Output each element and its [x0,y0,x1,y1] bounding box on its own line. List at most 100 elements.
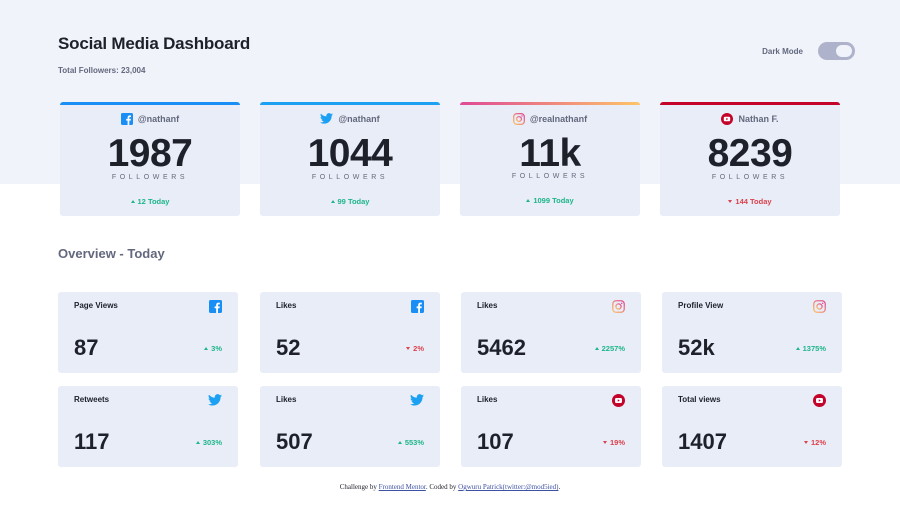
overview-card-value: 1407 [678,429,727,454]
attribution-footer: Challenge by Frontend Mentor. Coded by O… [0,483,900,491]
percent-text: 553% [404,438,424,447]
overview-card-total-views[interactable]: Total views 1407 12% [662,386,842,467]
overview-card-title: Likes [276,395,297,404]
card-accent-bar [60,102,240,105]
up-arrow-icon [330,200,335,203]
follower-cards: @nathanf 1987 FOLLOWERS 12 Today @nathan… [60,102,840,216]
toggle-knob [836,45,852,57]
dark-mode-label: Dark Mode [762,46,803,56]
down-arrow-icon [728,200,733,203]
overview-card-value: 5462 [477,335,526,360]
card-accent-bar [660,102,840,105]
card-handle-text: @nathanf [338,113,380,124]
page-title: Social Media Dashboard [58,34,251,53]
card-handle-text: @realnathanf [529,114,588,124]
percent-text: 3% [211,344,222,353]
followers-label: FOLLOWERS [711,174,789,181]
author-link[interactable]: Ogwuru Patrick(twitter:@mod5ied) [458,483,559,491]
overview-card-instagram-likes[interactable]: Likes 5462 2257% [461,292,641,373]
percent-text: 19% [609,438,625,447]
down-arrow-icon [602,441,607,444]
total-followers: Total Followers: 23,004 [58,66,146,75]
follower-count: 1987 [107,132,193,175]
footer-middle: . Coded by [425,483,459,491]
header: Social Media Dashboard Total Followers: … [58,34,855,78]
twitter-icon [320,113,334,124]
card-handle: Nathan F. [660,113,840,125]
card-handle: @realnathanf [460,113,640,125]
facebook-icon [209,300,222,313]
overview-card-percent: 1375% [795,344,826,353]
down-arrow-icon [406,347,411,350]
card-accent-bar [260,102,440,105]
up-arrow-icon [594,347,599,350]
card-handle: @nathanf [60,113,240,125]
overview-card-retweets[interactable]: Retweets 117 303% [58,386,238,467]
up-arrow-icon [195,441,200,444]
up-arrow-icon [526,199,531,202]
percent-text: 1375% [802,344,826,353]
percent-text: 2% [413,344,424,353]
up-arrow-icon [397,441,402,444]
overview-card-value: 52 [276,335,301,360]
card-facebook[interactable]: @nathanf 1987 FOLLOWERS 12 Today [60,102,240,216]
today-change-text: 12 Today [137,197,170,206]
instagram-icon [813,300,826,313]
footer-suffix: . [558,483,561,491]
frontend-mentor-link[interactable]: Frontend Mentor [378,483,426,491]
overview-card-value: 117 [74,429,110,454]
followers-label: FOLLOWERS [311,174,389,181]
today-change: 99 Today [260,197,440,206]
overview-card-percent: 2257% [594,344,625,353]
youtube-icon [721,113,734,125]
overview-card-title: Retweets [74,395,110,404]
down-arrow-icon [803,441,808,444]
overview-card-percent: 19% [602,438,625,447]
percent-text: 12% [810,438,826,447]
follower-count: 8239 [707,132,793,175]
overview-title: Overview - Today [58,246,165,261]
dark-mode-control: Dark Mode [762,42,855,60]
overview-card-title: Total views [678,395,721,404]
overview-card-profile-view[interactable]: Profile View 52k 1375% [662,292,842,373]
overview-card-percent: 12% [803,438,826,447]
youtube-icon [813,394,826,407]
twitter-icon [208,394,222,406]
card-instagram[interactable]: @realnathanf 11k FOLLOWERS 1099 Today [460,102,640,216]
overview-card-value: 87 [74,335,99,360]
percent-text: 2257% [601,344,625,353]
overview-card-twitter-likes[interactable]: Likes 507 553% [260,386,440,467]
today-change-text: 1099 Today [533,196,574,205]
card-accent-bar [460,102,640,105]
overview-card-title: Page Views [74,301,118,310]
up-arrow-icon [795,347,800,350]
twitter-icon [410,394,424,406]
overview-card-value: 52k [678,335,715,360]
card-youtube[interactable]: Nathan F. 8239 FOLLOWERS 144 Today [660,102,840,216]
followers-label: FOLLOWERS [111,174,189,181]
overview-card-value: 107 [477,429,514,454]
up-arrow-icon [130,200,135,203]
youtube-icon [612,394,625,407]
overview-card-page-views[interactable]: Page Views 87 3% [58,292,238,373]
overview-card-youtube-likes[interactable]: Likes 107 19% [461,386,641,467]
dark-mode-toggle[interactable] [818,42,855,60]
today-change-text: 99 Today [337,197,370,206]
card-twitter[interactable]: @nathanf 1044 FOLLOWERS 99 Today [260,102,440,216]
overview-card-percent: 2% [406,344,424,353]
overview-card-title: Likes [276,301,297,310]
card-handle-text: @nathanf [137,114,180,124]
facebook-icon [120,113,133,125]
card-handle-text: Nathan F. [738,114,779,124]
instagram-icon [612,300,625,313]
instagram-icon [512,113,525,125]
overview-card-facebook-likes[interactable]: Likes 52 2% [260,292,440,373]
facebook-icon [411,300,424,313]
overview-grid: Page Views 87 3% Likes 52 2% Likes 5462 … [58,292,842,468]
overview-card-title: Profile View [678,301,724,310]
overview-card-title: Likes [477,301,498,310]
overview-card-value: 507 [276,429,313,454]
overview-card-percent: 553% [397,438,424,447]
followers-label: FOLLOWERS [511,173,589,180]
today-change-text: 144 Today [735,197,772,206]
